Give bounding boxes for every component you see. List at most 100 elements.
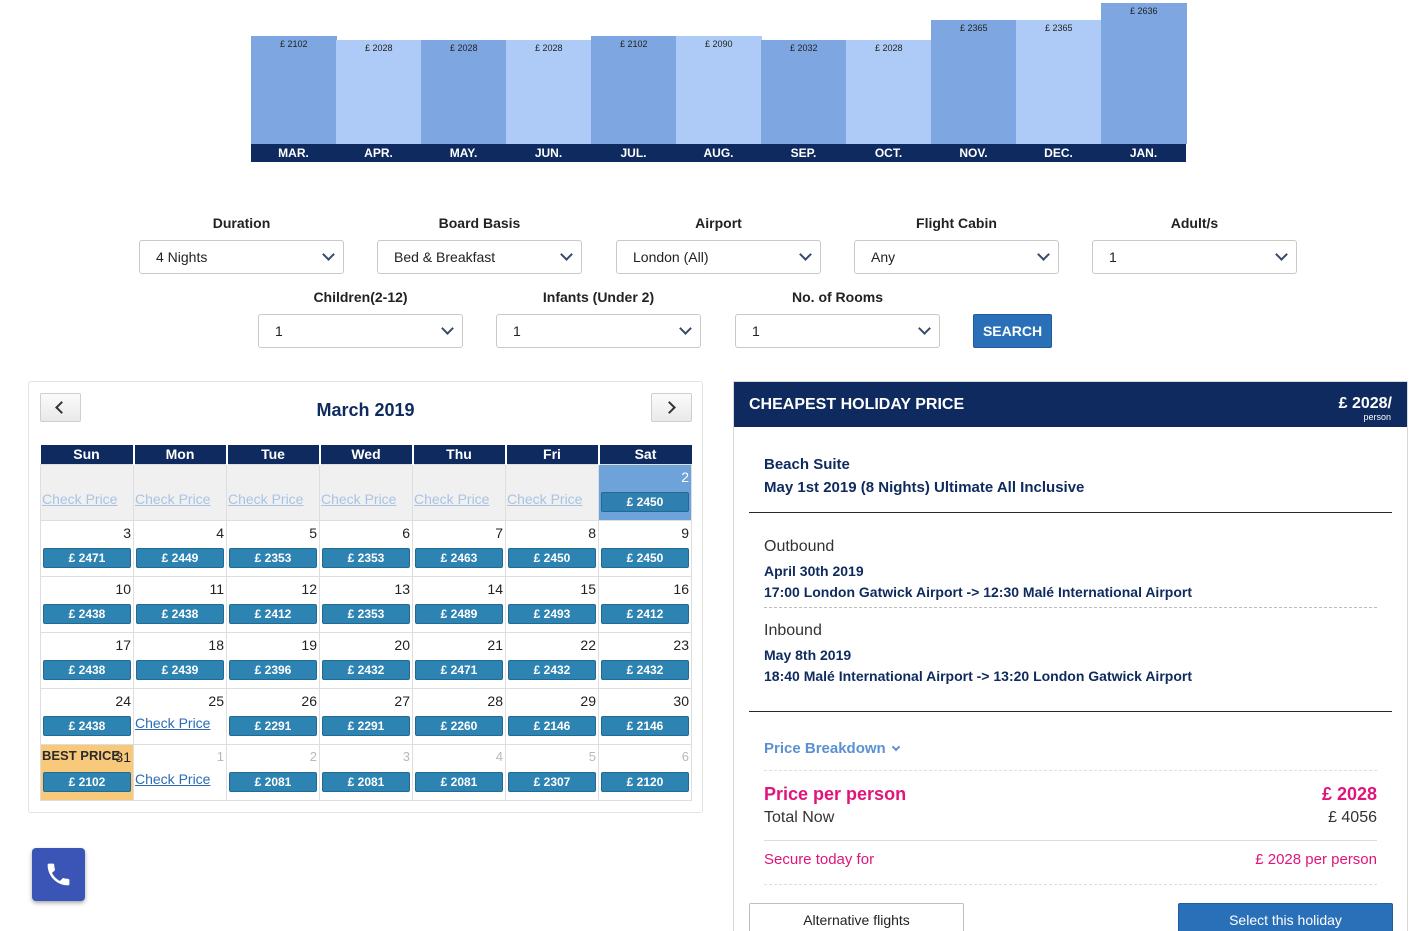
calendar-day[interactable]: 30 £ 2146	[598, 687, 692, 745]
chart-bar[interactable]: £ 2636	[1101, 3, 1187, 144]
day-price-button[interactable]: £ 2353	[229, 547, 317, 568]
calendar-day[interactable]: 15 £ 2493	[505, 575, 599, 633]
check-price-link[interactable]: Check Price	[414, 490, 490, 507]
call-button[interactable]	[32, 848, 85, 901]
day-price-button[interactable]: £ 2438	[43, 715, 131, 736]
calendar-day[interactable]: 3 £ 2471	[40, 519, 134, 577]
day-price-button[interactable]: £ 2489	[415, 603, 503, 624]
calendar-day[interactable]: 2 £ 2450	[598, 463, 692, 521]
check-price-link[interactable]: Check Price	[228, 490, 304, 507]
day-price-button[interactable]: £ 2412	[229, 603, 317, 624]
calendar-day[interactable]: Check Price	[505, 463, 599, 521]
chart-bar[interactable]: £ 2028	[846, 40, 932, 144]
calendar-day[interactable]: 5 £ 2353	[226, 519, 320, 577]
board-basis-select[interactable]: Bed & Breakfast	[377, 240, 582, 274]
calendar-day[interactable]: 10 £ 2438	[40, 575, 134, 633]
calendar-day[interactable]: 21 £ 2471	[412, 631, 506, 689]
day-price-button[interactable]: £ 2291	[322, 715, 410, 736]
calendar-day[interactable]: Check Price	[319, 463, 413, 521]
day-price-button[interactable]: £ 2353	[322, 603, 410, 624]
day-price-button[interactable]: £ 2396	[229, 659, 317, 680]
check-price-link[interactable]: Check Price	[42, 490, 118, 507]
calendar-day[interactable]: 6 £ 2120	[598, 743, 692, 801]
calendar-day[interactable]: Check Price	[40, 463, 134, 521]
alternative-flights-button[interactable]: Alternative flights	[749, 903, 964, 931]
day-price-button[interactable]: £ 2449	[136, 547, 224, 568]
chart-bar[interactable]: £ 2028	[506, 40, 592, 144]
select-holiday-button[interactable]: Select this holiday	[1178, 903, 1393, 931]
chart-bar[interactable]: £ 2102	[591, 35, 677, 144]
calendar-day[interactable]: 7 £ 2463	[412, 519, 506, 577]
calendar-day[interactable]: 4 £ 2449	[133, 519, 227, 577]
day-price-button[interactable]: £ 2102	[43, 771, 131, 792]
chart-bar[interactable]: £ 2032	[761, 39, 847, 144]
calendar-day[interactable]: 23 £ 2432	[598, 631, 692, 689]
check-price-link[interactable]: Check Price	[321, 490, 397, 507]
calendar-day[interactable]: 5 £ 2307	[505, 743, 599, 801]
calendar-day[interactable]: Check Price	[226, 463, 320, 521]
day-price-button[interactable]: £ 2412	[601, 603, 689, 624]
chart-bar[interactable]: £ 2365	[931, 19, 1017, 144]
day-price-button[interactable]: £ 2432	[601, 659, 689, 680]
day-price-button[interactable]: £ 2439	[136, 659, 224, 680]
day-price-button[interactable]: £ 2450	[601, 491, 689, 512]
price-breakdown-toggle[interactable]: Price Breakdown	[764, 740, 900, 757]
day-price-button[interactable]: £ 2493	[508, 603, 596, 624]
calendar-day[interactable]: 20 £ 2432	[319, 631, 413, 689]
day-price-button[interactable]: £ 2120	[601, 771, 689, 792]
chart-bar[interactable]: £ 2090	[676, 36, 762, 144]
day-price-button[interactable]: £ 2081	[322, 771, 410, 792]
calendar-day[interactable]: 4 £ 2081	[412, 743, 506, 801]
calendar-day[interactable]: 17 £ 2438	[40, 631, 134, 689]
calendar-day[interactable]: BEST PRICE 31 £ 2102	[40, 743, 134, 801]
day-price-button[interactable]: £ 2081	[415, 771, 503, 792]
chart-bar[interactable]: £ 2365	[1016, 19, 1102, 144]
rooms-select[interactable]: 1	[735, 314, 940, 348]
day-price-button[interactable]: £ 2450	[601, 547, 689, 568]
calendar-day[interactable]: 3 £ 2081	[319, 743, 413, 801]
calendar-day[interactable]: 22 £ 2432	[505, 631, 599, 689]
chart-bar[interactable]: £ 2102	[251, 35, 337, 144]
calendar-day[interactable]: 13 £ 2353	[319, 575, 413, 633]
calendar-day[interactable]: 2 £ 2081	[226, 743, 320, 801]
calendar-day[interactable]: 26 £ 2291	[226, 687, 320, 745]
calendar-day[interactable]: 14 £ 2489	[412, 575, 506, 633]
flight-cabin-select[interactable]: Any	[854, 240, 1059, 274]
calendar-day[interactable]: 6 £ 2353	[319, 519, 413, 577]
calendar-day[interactable]: Check Price	[412, 463, 506, 521]
day-price-button[interactable]: £ 2438	[43, 659, 131, 680]
day-price-button[interactable]: £ 2432	[508, 659, 596, 680]
calendar-day[interactable]: 25 Check Price	[133, 687, 227, 745]
infants-select[interactable]: 1	[496, 314, 701, 348]
day-price-button[interactable]: £ 2450	[508, 547, 596, 568]
calendar-day[interactable]: 27 £ 2291	[319, 687, 413, 745]
duration-select[interactable]: 4 Nights	[139, 240, 344, 274]
calendar-day[interactable]: 9 £ 2450	[598, 519, 692, 577]
calendar-day[interactable]: 19 £ 2396	[226, 631, 320, 689]
day-price-button[interactable]: £ 2438	[43, 603, 131, 624]
day-price-button[interactable]: £ 2463	[415, 547, 503, 568]
chart-bar[interactable]: £ 2028	[336, 40, 422, 144]
airport-select[interactable]: London (All)	[616, 240, 821, 274]
day-price-button[interactable]: £ 2291	[229, 715, 317, 736]
day-price-button[interactable]: £ 2471	[415, 659, 503, 680]
calendar-day[interactable]: 1 Check Price	[133, 743, 227, 801]
day-price-button[interactable]: £ 2081	[229, 771, 317, 792]
calendar-day[interactable]: 8 £ 2450	[505, 519, 599, 577]
check-price-link[interactable]: Check Price	[135, 770, 211, 787]
calendar-day[interactable]: Check Price	[133, 463, 227, 521]
day-price-button[interactable]: £ 2260	[415, 715, 503, 736]
adults-select[interactable]: 1	[1092, 240, 1297, 274]
calendar-day[interactable]: 28 £ 2260	[412, 687, 506, 745]
prev-month-button[interactable]	[40, 393, 81, 422]
day-price-button[interactable]: £ 2432	[322, 659, 410, 680]
calendar-day[interactable]: 11 £ 2438	[133, 575, 227, 633]
day-price-button[interactable]: £ 2353	[322, 547, 410, 568]
day-price-button[interactable]: £ 2146	[601, 715, 689, 736]
calendar-day[interactable]: 29 £ 2146	[505, 687, 599, 745]
calendar-day[interactable]: 16 £ 2412	[598, 575, 692, 633]
calendar-day[interactable]: 12 £ 2412	[226, 575, 320, 633]
children-select[interactable]: 1	[258, 314, 463, 348]
calendar-day[interactable]: 24 £ 2438	[40, 687, 134, 745]
check-price-link[interactable]: Check Price	[135, 714, 211, 731]
